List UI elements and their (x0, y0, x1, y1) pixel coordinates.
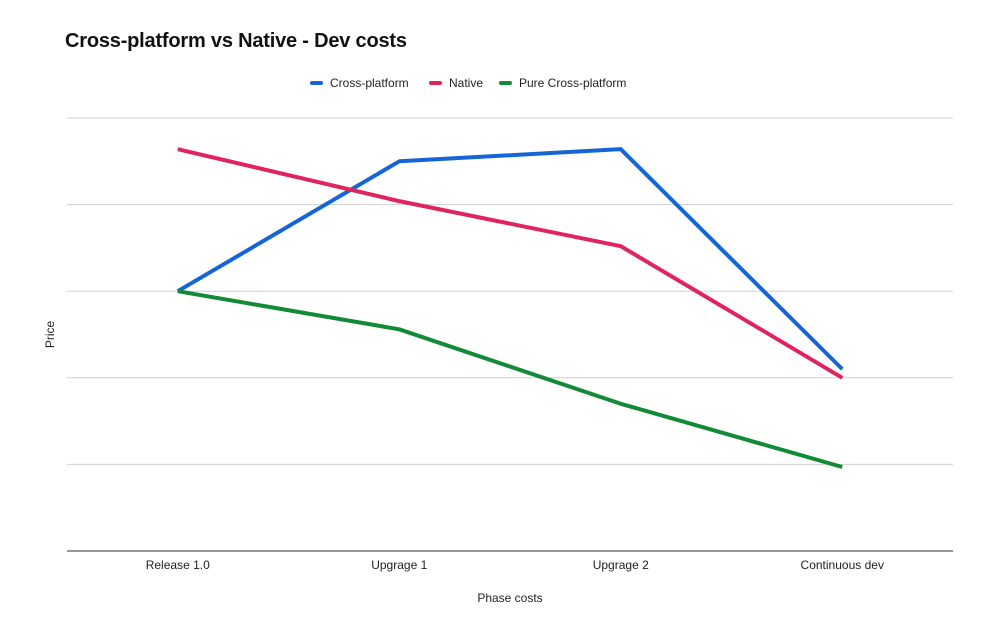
x-axis-title: Phase costs (477, 591, 542, 605)
x-tick-label: Upgrage 2 (593, 558, 649, 572)
series-line-pure-cross-platform (177, 289, 843, 469)
legend-item-pure-cross-platform: Pure Cross-platform (499, 76, 626, 90)
legend-item-cross-platform: Cross-platform (310, 76, 409, 90)
legend-label-cross-platform: Cross-platform (330, 76, 409, 90)
chart-legend: Cross-platform Native Pure Cross-platfor… (0, 76, 985, 94)
legend-label-native: Native (449, 76, 484, 90)
x-tick-label: Continuous dev (801, 558, 884, 572)
legend-swatch-native (429, 81, 442, 85)
x-tick-label: Release 1.0 (146, 558, 210, 572)
y-axis-title: Price (43, 321, 57, 349)
legend-swatch-pure-cross-platform (499, 81, 512, 85)
legend-swatch-cross-platform (310, 81, 323, 85)
series-line-native (177, 147, 844, 380)
legend-label-pure-cross-platform: Pure Cross-platform (519, 76, 627, 90)
series-line-cross-platform (176, 147, 844, 371)
x-tick-label: Upgrage 1 (371, 558, 427, 572)
legend-item-native: Native (429, 76, 483, 90)
chart-title: Cross-platform vs Native - Dev costs (65, 30, 407, 52)
